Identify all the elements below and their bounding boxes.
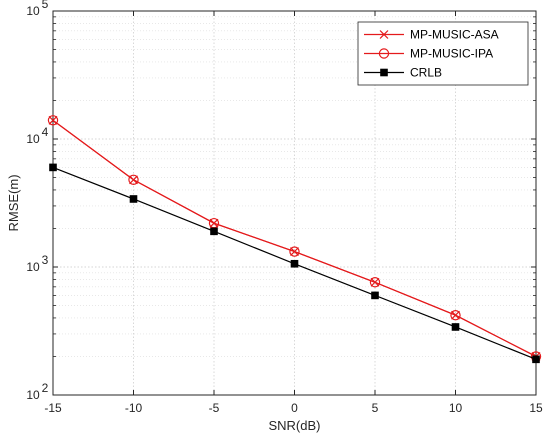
series-crlb (49, 163, 540, 364)
legend: MP-MUSIC-ASA MP-MUSIC-IPA CRLB (357, 21, 529, 86)
circle-marker (378, 48, 390, 59)
x-tick-label: -5 (209, 401, 220, 415)
legend-entry: CRLB (364, 66, 442, 80)
x-tick-label: -10 (125, 401, 143, 415)
x-marker (379, 30, 389, 39)
series-mp-music-ipa (47, 115, 542, 362)
circle-marker (369, 277, 381, 288)
circle-marker (128, 174, 139, 186)
y-tick-label-exponent: 3 (42, 253, 49, 267)
legend-entry: MP-MUSIC-IPA (364, 47, 493, 61)
y-tick-label-exponent: 4 (42, 125, 49, 139)
square-marker (371, 291, 379, 300)
y-tick-label: 10 (26, 260, 40, 274)
legend-label: CRLB (410, 66, 442, 80)
circle-marker (289, 246, 300, 257)
square-marker (380, 68, 388, 77)
y-axis-label: RMSE(m) (6, 174, 21, 231)
x-tick-label: 10 (449, 401, 463, 415)
square-marker (210, 227, 218, 236)
x-tick-label: -15 (44, 401, 62, 415)
y-tick-label: 10 (26, 4, 40, 18)
square-marker (451, 323, 460, 331)
y-tick-label-exponent: 5 (42, 0, 49, 11)
circle-marker (47, 115, 59, 126)
x-tick-label: 0 (291, 401, 298, 415)
data-series (47, 115, 542, 364)
y-tick-label: 10 (26, 132, 40, 146)
x-axis-label: SNR(dB) (268, 418, 320, 433)
legend-entry: MP-MUSIC-ASA (364, 28, 499, 42)
x-tick-label: 5 (372, 401, 379, 415)
legend-label: MP-MUSIC-ASA (410, 28, 499, 42)
y-tick-label-exponent: 2 (42, 381, 49, 395)
y-tick-label: 10 (26, 388, 40, 402)
series-line (52, 119, 537, 358)
circle-marker (450, 310, 461, 321)
x-tick-label: 15 (529, 401, 543, 415)
square-marker (532, 355, 540, 364)
legend-label: MP-MUSIC-IPA (410, 47, 493, 61)
square-marker (129, 195, 138, 203)
square-marker (49, 163, 57, 172)
square-marker (290, 259, 299, 268)
